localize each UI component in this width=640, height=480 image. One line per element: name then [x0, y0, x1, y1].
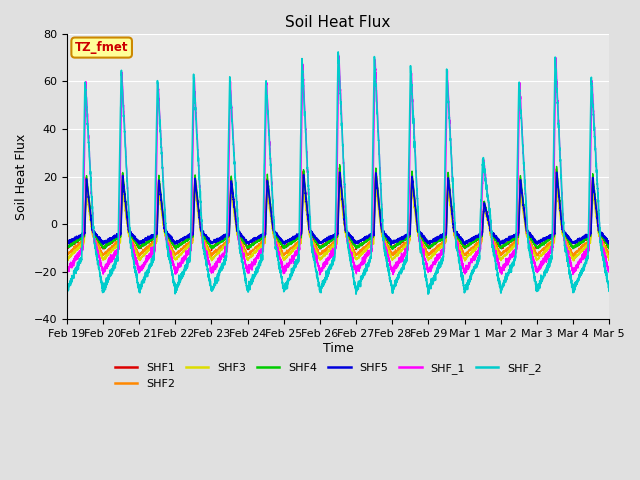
- SHF4: [317, 244, 325, 250]
- SHF_1: [605, 266, 613, 272]
- SHF4: [605, 245, 613, 251]
- SHF1: [63, 245, 70, 251]
- SHF_2: [605, 287, 613, 292]
- SHF_1: [63, 263, 70, 268]
- SHF1: [491, 236, 499, 241]
- SHF_2: [334, 49, 342, 55]
- SHF3: [429, 252, 437, 257]
- SHF1: [605, 246, 613, 252]
- SHF3: [461, 258, 468, 264]
- SHF2: [490, 240, 498, 245]
- SHF_1: [161, 201, 168, 207]
- Line: SHF1: SHF1: [67, 168, 609, 250]
- Legend: SHF1, SHF2, SHF3, SHF4, SHF5, SHF_1, SHF_2: SHF1, SHF2, SHF3, SHF4, SHF5, SHF_1, SHF…: [110, 359, 547, 393]
- Y-axis label: Soil Heat Flux: Soil Heat Flux: [15, 133, 28, 220]
- Text: TZ_fmet: TZ_fmet: [75, 41, 129, 54]
- SHF_2: [352, 291, 360, 297]
- SHF2: [570, 254, 577, 260]
- SHF3: [161, 228, 168, 234]
- SHF1: [430, 242, 438, 248]
- SHF_1: [430, 261, 438, 267]
- SHF_2: [317, 282, 325, 288]
- SHF4: [336, 162, 344, 168]
- SHF1: [318, 244, 326, 250]
- SHF_2: [491, 253, 499, 259]
- SHF4: [491, 234, 499, 240]
- Line: SHF_1: SHF_1: [67, 56, 609, 275]
- SHF2: [460, 251, 467, 256]
- Title: Soil Heat Flux: Soil Heat Flux: [285, 15, 390, 30]
- SHF_2: [460, 282, 467, 288]
- SHF1: [460, 244, 467, 250]
- SHF_2: [605, 284, 612, 290]
- SHF4: [605, 244, 612, 250]
- SHF5: [63, 239, 70, 245]
- SHF4: [430, 242, 438, 248]
- SHF2: [317, 251, 325, 257]
- Line: SHF2: SHF2: [67, 176, 609, 257]
- SHF3: [491, 242, 499, 248]
- SHF1: [208, 247, 216, 253]
- SHF2: [429, 249, 437, 255]
- SHF5: [161, 224, 168, 229]
- SHF5: [460, 240, 467, 245]
- SHF4: [389, 247, 397, 252]
- SHF3: [63, 257, 70, 263]
- SHF2: [161, 226, 168, 232]
- SHF4: [161, 221, 168, 227]
- SHF2: [335, 173, 343, 179]
- SHF4: [63, 246, 70, 252]
- Line: SHF4: SHF4: [67, 165, 609, 250]
- SHF5: [605, 240, 612, 245]
- SHF3: [605, 256, 613, 262]
- SHF_2: [63, 288, 70, 293]
- SHF4: [460, 243, 467, 249]
- SHF3: [335, 181, 343, 187]
- SHF5: [429, 237, 437, 242]
- SHF_1: [605, 267, 612, 273]
- SHF_2: [430, 275, 438, 281]
- SHF_1: [335, 53, 343, 59]
- Line: SHF5: SHF5: [67, 172, 609, 245]
- SHF1: [335, 165, 343, 171]
- SHF5: [490, 233, 498, 239]
- SHF_2: [161, 198, 168, 204]
- SHF3: [605, 256, 612, 262]
- SHF_1: [460, 269, 467, 275]
- Line: SHF_2: SHF_2: [67, 52, 609, 294]
- SHF2: [605, 252, 613, 257]
- SHF5: [317, 240, 325, 245]
- Line: SHF3: SHF3: [67, 184, 609, 261]
- SHF2: [63, 252, 70, 258]
- SHF5: [387, 242, 395, 248]
- SHF1: [605, 245, 612, 251]
- SHF2: [605, 251, 612, 257]
- SHF_1: [316, 272, 324, 278]
- SHF3: [317, 254, 325, 260]
- X-axis label: Time: Time: [323, 342, 353, 355]
- SHF1: [161, 223, 168, 228]
- SHF_1: [318, 267, 326, 273]
- SHF_1: [491, 244, 499, 250]
- SHF5: [553, 169, 561, 175]
- SHF5: [605, 240, 613, 246]
- SHF3: [460, 254, 467, 260]
